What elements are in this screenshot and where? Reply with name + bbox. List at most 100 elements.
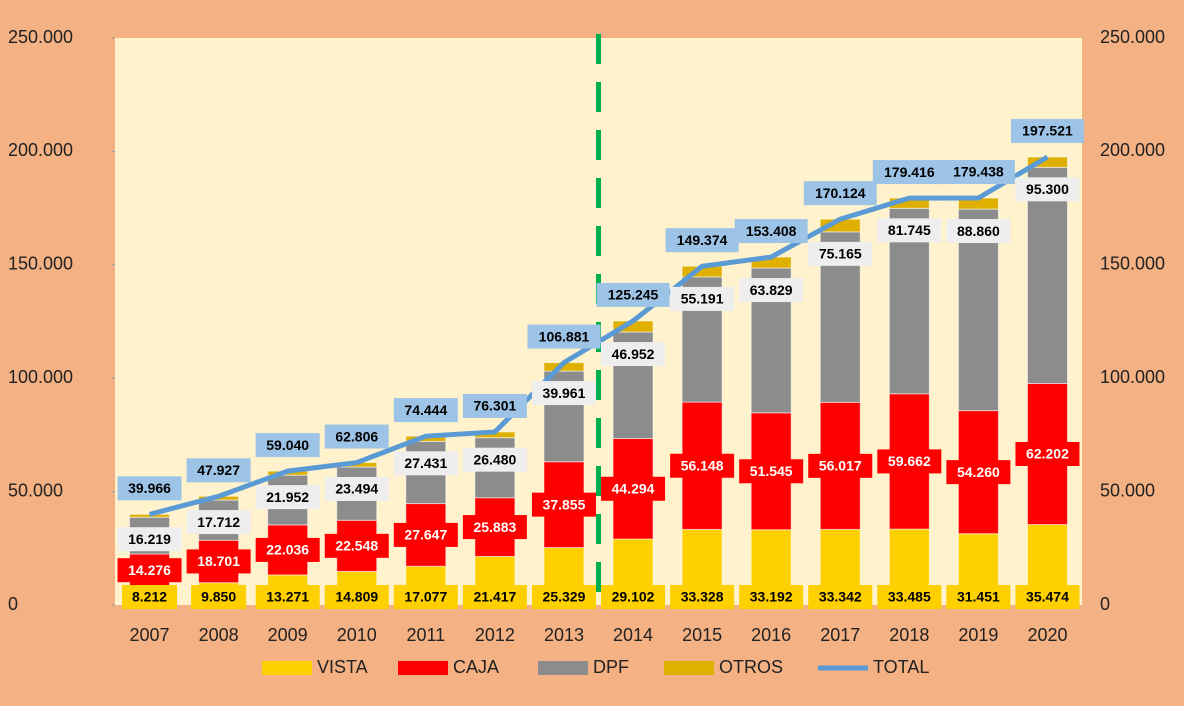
data-label: 37.855 xyxy=(543,496,586,512)
data-label: 21.417 xyxy=(473,589,516,605)
x-tick-label: 2019 xyxy=(958,625,998,645)
data-label: 39.961 xyxy=(543,385,586,401)
data-label: 51.545 xyxy=(750,463,793,479)
x-tick-label: 2011 xyxy=(406,625,445,645)
y2-tick-label: 100.000 xyxy=(1100,367,1165,387)
data-label: 74.444 xyxy=(404,402,447,418)
label-box xyxy=(324,533,389,558)
data-label: 18.701 xyxy=(197,553,240,569)
data-label: 17.712 xyxy=(197,514,240,530)
data-label: 179.416 xyxy=(884,164,935,180)
legend-swatch xyxy=(398,661,448,675)
label-box xyxy=(1015,177,1080,202)
label-box xyxy=(670,453,735,478)
x-tick-label: 2017 xyxy=(820,625,860,645)
y-tick-label: 0 xyxy=(8,594,18,614)
label-box xyxy=(324,476,389,501)
label-box xyxy=(186,549,251,574)
data-label: 33.342 xyxy=(819,589,862,605)
label-box xyxy=(601,342,666,367)
data-label: 25.329 xyxy=(543,589,586,605)
legend-label: VISTA xyxy=(317,657,368,677)
label-box xyxy=(122,585,178,609)
legend-swatch xyxy=(262,661,312,675)
data-label: 21.952 xyxy=(266,489,309,505)
data-label: 31.451 xyxy=(957,589,1000,605)
y2-tick-label: 250.000 xyxy=(1100,27,1165,47)
label-box xyxy=(601,585,666,609)
label-box xyxy=(531,492,596,517)
label-box xyxy=(531,585,596,609)
data-label: 62.202 xyxy=(1026,446,1069,462)
label-box xyxy=(255,433,320,458)
label-box xyxy=(462,393,527,418)
y-tick-label: 100.000 xyxy=(8,367,73,387)
x-tick-label: 2018 xyxy=(889,625,929,645)
legend-label: TOTAL xyxy=(873,657,929,677)
label-box xyxy=(117,476,182,501)
data-label: 46.952 xyxy=(612,346,655,362)
x-tick-label: 2014 xyxy=(613,625,653,645)
x-tick-label: 2016 xyxy=(751,625,791,645)
data-label: 35.474 xyxy=(1026,589,1069,605)
x-tick-label: 2013 xyxy=(544,625,584,645)
data-label: 56.017 xyxy=(819,458,862,474)
label-box xyxy=(739,459,804,484)
data-label: 88.860 xyxy=(957,223,1000,239)
x-tick-label: 2020 xyxy=(1027,625,1067,645)
label-box xyxy=(1015,442,1080,467)
y2-tick-label: 50.000 xyxy=(1100,480,1155,500)
label-box xyxy=(186,458,251,483)
label-box xyxy=(734,219,808,244)
label-box xyxy=(324,585,389,609)
label-box xyxy=(877,218,942,243)
label-box xyxy=(191,585,247,609)
label-box xyxy=(803,181,877,206)
data-label: 81.745 xyxy=(888,222,931,238)
x-tick-label: 2012 xyxy=(475,625,515,645)
data-label: 54.260 xyxy=(957,464,1000,480)
data-label: 13.271 xyxy=(266,589,309,605)
data-label: 149.374 xyxy=(677,232,728,248)
label-box xyxy=(462,515,527,540)
label-box xyxy=(255,485,320,510)
label-box xyxy=(393,451,458,476)
data-label: 63.829 xyxy=(750,282,793,298)
label-box xyxy=(808,453,873,478)
y-tick-label: 150.000 xyxy=(8,254,73,274)
label-box xyxy=(946,460,1011,485)
data-label: 76.301 xyxy=(473,398,516,414)
x-tick-label: 2007 xyxy=(130,625,170,645)
y2-tick-label: 0 xyxy=(1100,594,1110,614)
data-label: 75.165 xyxy=(819,246,862,262)
data-label: 59.662 xyxy=(888,453,931,469)
data-label: 197.521 xyxy=(1022,123,1073,139)
y-tick-label: 250.000 xyxy=(8,27,73,47)
data-label: 44.294 xyxy=(612,480,655,496)
label-box xyxy=(877,449,942,474)
data-label: 56.148 xyxy=(681,457,724,473)
bar-segment xyxy=(1026,166,1068,384)
data-label: 33.485 xyxy=(888,589,931,605)
data-label: 17.077 xyxy=(404,589,447,605)
y-tick-label: 200.000 xyxy=(8,140,73,160)
x-tick-label: 2009 xyxy=(268,625,308,645)
data-label: 95.300 xyxy=(1026,181,1069,197)
data-label: 125.245 xyxy=(608,287,659,303)
data-label: 62.806 xyxy=(335,428,378,444)
x-tick-label: 2010 xyxy=(337,625,377,645)
label-box xyxy=(808,241,873,266)
data-label: 22.548 xyxy=(335,538,378,554)
label-box xyxy=(393,398,458,423)
data-label: 59.040 xyxy=(266,437,309,453)
data-label: 55.191 xyxy=(681,291,724,307)
label-box xyxy=(601,476,666,501)
legend-label: OTROS xyxy=(719,657,783,677)
bar-segment xyxy=(129,513,171,518)
label-box xyxy=(255,537,320,562)
data-label: 26.480 xyxy=(473,451,516,467)
x-tick-label: 2015 xyxy=(682,625,722,645)
data-label: 25.883 xyxy=(473,519,516,535)
label-box xyxy=(941,160,1015,185)
